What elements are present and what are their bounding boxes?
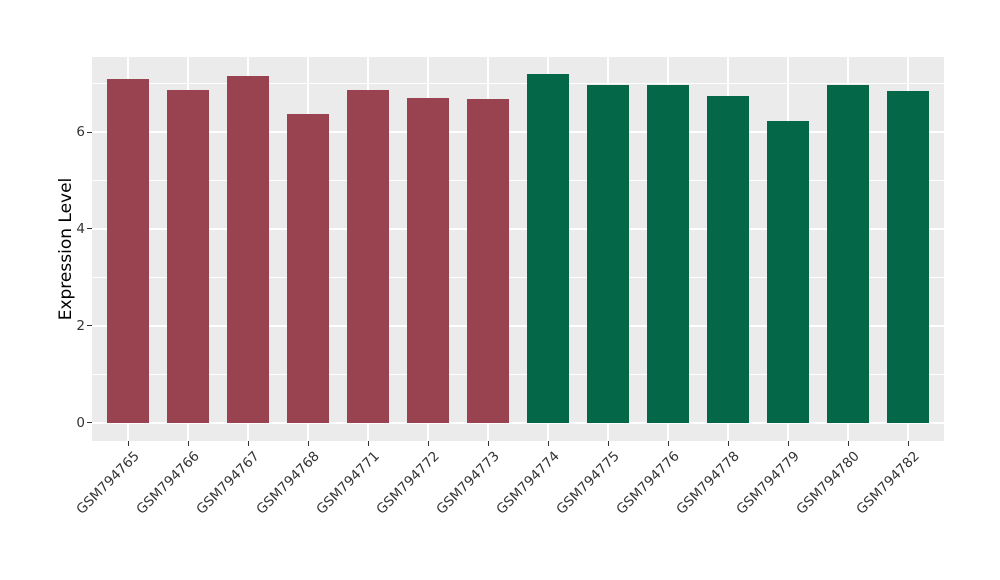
y-tick-label: 2	[76, 317, 85, 334]
x-tick-label: GSM794775	[553, 448, 623, 518]
x-tick-mark	[187, 441, 189, 446]
x-tick-mark	[847, 441, 849, 446]
bar	[587, 85, 629, 423]
x-tick-label: GSM794780	[793, 448, 863, 518]
y-tick-label: 6	[76, 124, 85, 141]
minor-gridline	[92, 83, 944, 85]
x-tick-label: GSM794766	[133, 448, 203, 518]
x-tick-mark	[367, 441, 369, 446]
x-tick-label: GSM794778	[673, 448, 743, 518]
bar	[527, 73, 569, 423]
bar	[767, 120, 809, 423]
y-tick-mark	[87, 131, 92, 133]
x-tick-label: GSM794779	[733, 448, 803, 518]
minor-gridline	[92, 276, 944, 278]
x-tick-mark	[127, 441, 129, 446]
bar	[107, 78, 149, 423]
major-gridline	[92, 421, 944, 424]
bar	[827, 85, 869, 423]
minor-gridline	[92, 179, 944, 181]
bar	[647, 85, 689, 423]
major-gridline	[92, 227, 944, 230]
plot-panel	[92, 57, 944, 441]
x-tick-mark	[427, 441, 429, 446]
x-tick-mark	[247, 441, 249, 446]
bar	[887, 91, 929, 423]
bar	[227, 75, 269, 423]
x-tick-label: GSM794771	[313, 448, 383, 518]
bar	[707, 96, 749, 423]
x-tick-mark	[727, 441, 729, 446]
bar	[407, 98, 449, 423]
major-gridline	[92, 324, 944, 327]
y-tick-mark	[87, 422, 92, 424]
x-tick-mark	[607, 441, 609, 446]
x-tick-mark	[487, 441, 489, 446]
bar	[467, 99, 509, 423]
x-tick-label: GSM794767	[193, 448, 263, 518]
y-axis-title: Expression Level	[56, 177, 76, 321]
y-tick-mark	[87, 228, 92, 230]
x-tick-mark	[907, 441, 909, 446]
x-tick-mark	[667, 441, 669, 446]
x-tick-label: GSM794765	[73, 448, 143, 518]
x-tick-mark	[547, 441, 549, 446]
x-tick-label: GSM794776	[613, 448, 683, 518]
x-tick-label: GSM794774	[493, 448, 563, 518]
bar	[287, 113, 329, 423]
minor-gridline	[92, 373, 944, 375]
major-gridline	[92, 131, 944, 134]
x-tick-label: GSM794768	[253, 448, 323, 518]
x-tick-mark	[787, 441, 789, 446]
bar	[167, 89, 209, 423]
x-tick-label: GSM794782	[853, 448, 923, 518]
y-tick-label: 0	[76, 414, 85, 431]
y-tick-mark	[87, 325, 92, 327]
bar	[347, 89, 389, 423]
y-tick-label: 4	[76, 220, 85, 237]
x-tick-label: GSM794772	[373, 448, 443, 518]
x-tick-mark	[307, 441, 309, 446]
x-tick-label: GSM794773	[433, 448, 503, 518]
